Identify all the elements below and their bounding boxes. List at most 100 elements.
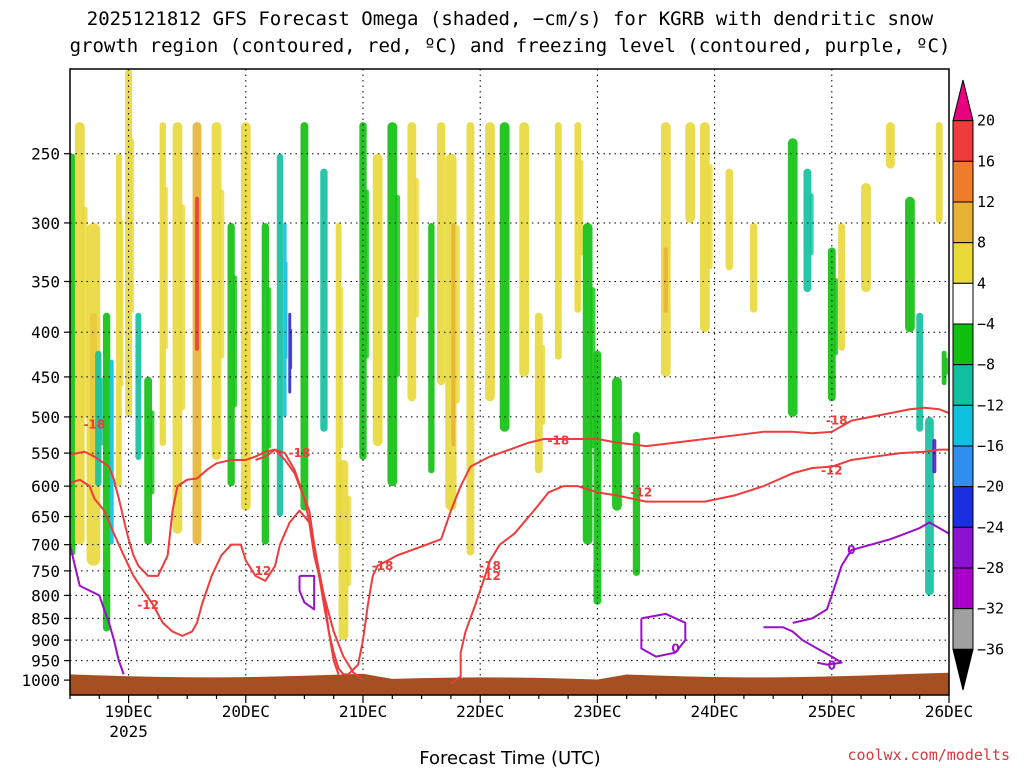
colorbar-label: −16 — [977, 437, 1004, 455]
terrain-surface — [70, 672, 949, 695]
omega-shading — [70, 69, 949, 641]
freezing-contour-label: 0 — [847, 543, 855, 557]
omega-cell — [834, 278, 839, 356]
freezing-contour-line — [298, 574, 316, 611]
omega-cell — [180, 204, 186, 411]
omega-cell — [663, 247, 668, 313]
omega-cell — [861, 182, 871, 293]
omega-cell — [707, 164, 713, 270]
y-tick-label: 800 — [31, 586, 60, 605]
dgz-contour-label: -12 — [479, 569, 501, 583]
y-tick-label: 750 — [31, 562, 60, 581]
colorbar-label: −28 — [977, 559, 1004, 577]
omega-cell — [593, 350, 602, 605]
y-tick-label: 650 — [31, 508, 60, 527]
omega-cell — [582, 222, 593, 545]
colorbar-label: 12 — [977, 193, 995, 211]
y-tick-label: 400 — [31, 323, 60, 342]
colorbar-label: −20 — [977, 478, 1004, 496]
freezing-contour-line — [763, 626, 843, 666]
omega-cell — [150, 410, 155, 495]
colorbar-segment — [952, 201, 974, 244]
dgz-contour-label: -18 — [479, 559, 501, 573]
omega-cell — [935, 122, 943, 223]
freezing-level-contours: 0 0 0 — [70, 521, 949, 675]
freezing-contour-line — [792, 521, 949, 624]
y-tick-label: 350 — [31, 272, 60, 291]
colorbar-label: 20 — [977, 112, 995, 130]
omega-cell — [436, 122, 446, 386]
colorbar-segment — [952, 323, 974, 366]
credit-text: coolwx.com/modelts — [847, 746, 1010, 764]
omega-cell — [195, 196, 199, 351]
chart-title-line2: growth region (contoured, red, ºC) and f… — [70, 35, 951, 57]
omega-cell — [932, 439, 937, 474]
omega-cell — [925, 416, 934, 596]
dgz-contour-label: -18 — [826, 414, 848, 428]
colorbar-label: −36 — [977, 640, 1004, 658]
colorbar-label: −24 — [977, 518, 1004, 536]
colorbar-segment — [952, 404, 974, 447]
omega-cell — [574, 122, 582, 313]
omega-cell — [95, 350, 102, 487]
dgz-contour-label: -12 — [250, 564, 272, 578]
omega-cell — [290, 328, 293, 370]
omega-cell — [320, 168, 328, 432]
colorbar-segment — [952, 567, 974, 610]
freezing-contour-label: 0 — [671, 641, 679, 655]
y-tick-label: 300 — [31, 214, 60, 233]
dgz-contours: -18-18-18-18-18-18-12-12 -12-12-12 — [70, 406, 949, 685]
terrain-fill — [70, 672, 949, 695]
omega-cell — [300, 122, 309, 511]
x-tick-label: 22DEC — [456, 702, 504, 721]
colorbar-segment — [952, 160, 974, 203]
colorbar: 20 16 12 8 4 −4 −8 −12 −16 −20 −24 −28 −32 −36 — [952, 79, 1004, 691]
omega-cell — [372, 153, 383, 447]
colorbar-segment — [952, 120, 974, 162]
omega-cell — [276, 153, 284, 517]
omega-cell — [219, 189, 225, 359]
y-tick-label: 450 — [31, 368, 60, 387]
omega-cell — [125, 69, 133, 417]
colorbar-label: 16 — [977, 152, 995, 170]
freezing-contour-line — [70, 544, 125, 675]
y-tick-label: 900 — [31, 631, 60, 650]
y-tick-label: 700 — [31, 536, 60, 555]
dgz-contour-label: -18 — [547, 433, 569, 447]
omega-cell — [579, 160, 584, 256]
colorbar-label: −12 — [977, 396, 1004, 414]
colorbar-label: 8 — [977, 234, 986, 252]
omega-cell — [827, 247, 836, 402]
omega-cell — [102, 312, 111, 632]
omega-cell — [240, 122, 251, 511]
colorbar-segment — [952, 648, 974, 691]
omega-cell — [346, 495, 352, 587]
y-tick-label: 250 — [31, 145, 60, 164]
x-axis-label: Forecast Time (UTC) — [419, 748, 600, 768]
omega-cell — [541, 344, 546, 426]
dgz-contour-label: -12 — [821, 464, 843, 478]
dgz-contour-line — [347, 406, 949, 676]
dgz-contour-label: -18 — [372, 559, 394, 573]
omega-cell — [787, 138, 798, 417]
omega-cell — [365, 189, 369, 359]
omega-cell — [838, 222, 845, 351]
omega-cell — [809, 193, 814, 256]
dgz-contour-line — [70, 478, 340, 675]
omega-cell — [130, 138, 135, 313]
colorbar-segment — [952, 282, 974, 325]
omega-cell — [288, 312, 292, 394]
dgz-contour-line — [450, 448, 949, 685]
omega-cell — [632, 431, 641, 576]
x-tick-label: 24DEC — [691, 702, 739, 721]
colorbar-segment — [952, 445, 974, 488]
omega-cell — [699, 122, 710, 333]
x-tick-label: 26DEC — [925, 702, 973, 721]
colorbar-segment — [952, 242, 974, 284]
y-tick-label: 550 — [31, 444, 60, 463]
omega-cell — [261, 222, 269, 545]
omega-cell — [172, 122, 183, 534]
omega-cell — [886, 122, 895, 169]
y-axis: 250 300 350 400 450 500 550 600 650 700 750 800 850 9… — [21, 145, 70, 690]
